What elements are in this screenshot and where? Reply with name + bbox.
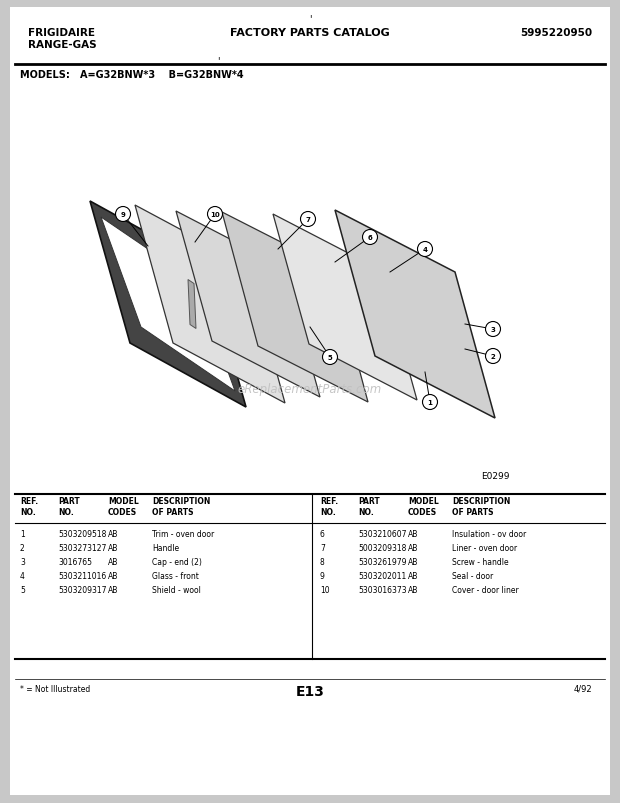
Text: MODELS:   A=G32BNW*3    B=G32BNW*4: MODELS: A=G32BNW*3 B=G32BNW*4 <box>20 70 244 80</box>
Text: 5303211016: 5303211016 <box>58 571 106 581</box>
Text: 6: 6 <box>368 234 373 241</box>
Text: Handle: Handle <box>152 544 179 552</box>
Text: 3: 3 <box>490 327 495 332</box>
Text: 7: 7 <box>320 544 325 552</box>
Text: AB: AB <box>108 544 118 552</box>
Circle shape <box>322 350 337 365</box>
Polygon shape <box>135 206 285 403</box>
Text: 5303016373: 5303016373 <box>358 585 407 594</box>
Text: AB: AB <box>408 529 419 538</box>
Text: AB: AB <box>108 529 118 538</box>
Text: AB: AB <box>108 557 118 566</box>
Text: 10: 10 <box>210 212 220 218</box>
Polygon shape <box>222 213 368 402</box>
Text: 7: 7 <box>306 217 311 222</box>
Text: 4: 4 <box>422 247 428 253</box>
Text: 8: 8 <box>320 557 325 566</box>
Text: MODEL
CODES: MODEL CODES <box>408 496 439 516</box>
Text: 2: 2 <box>20 544 25 552</box>
Text: 5303209317: 5303209317 <box>58 585 107 594</box>
Text: REF.
NO.: REF. NO. <box>20 496 38 516</box>
Text: 5303273127: 5303273127 <box>58 544 107 552</box>
Text: 5: 5 <box>20 585 25 594</box>
Text: AB: AB <box>408 544 419 552</box>
Text: 1: 1 <box>428 400 432 406</box>
Polygon shape <box>101 218 235 392</box>
Text: Trim - oven door: Trim - oven door <box>152 529 215 538</box>
Text: ': ' <box>309 14 311 24</box>
Circle shape <box>422 395 438 410</box>
Text: FACTORY PARTS CATALOG: FACTORY PARTS CATALOG <box>230 28 390 38</box>
Text: 4: 4 <box>20 571 25 581</box>
Text: AB: AB <box>408 571 419 581</box>
Polygon shape <box>176 212 320 397</box>
Text: RANGE-GAS: RANGE-GAS <box>28 40 97 50</box>
Text: 3016765: 3016765 <box>58 557 92 566</box>
Text: DESCRIPTION
OF PARTS: DESCRIPTION OF PARTS <box>452 496 510 516</box>
Text: PART
NO.: PART NO. <box>358 496 379 516</box>
Text: AB: AB <box>408 557 419 566</box>
Polygon shape <box>273 214 417 401</box>
Text: 9: 9 <box>120 212 125 218</box>
Polygon shape <box>188 280 196 329</box>
Text: 2: 2 <box>490 353 495 360</box>
Text: 6: 6 <box>320 529 325 538</box>
Text: eReplacementParts.com: eReplacementParts.com <box>238 383 382 396</box>
Text: Cap - end (2): Cap - end (2) <box>152 557 202 566</box>
Text: * = Not Illustrated: * = Not Illustrated <box>20 684 91 693</box>
Text: Glass - front: Glass - front <box>152 571 199 581</box>
Circle shape <box>417 243 433 257</box>
Text: Cover - door liner: Cover - door liner <box>452 585 519 594</box>
Text: Shield - wool: Shield - wool <box>152 585 201 594</box>
Text: REF.
NO.: REF. NO. <box>320 496 338 516</box>
Text: 9: 9 <box>320 571 325 581</box>
Text: 1: 1 <box>20 529 25 538</box>
Text: Liner - oven door: Liner - oven door <box>452 544 517 552</box>
Text: 4/92: 4/92 <box>574 684 592 693</box>
Text: Insulation - ov door: Insulation - ov door <box>452 529 526 538</box>
Text: Seal - door: Seal - door <box>452 571 494 581</box>
Text: AB: AB <box>108 571 118 581</box>
Text: 5303261979: 5303261979 <box>358 557 407 566</box>
Text: 3: 3 <box>20 557 25 566</box>
Text: FRIGIDAIRE: FRIGIDAIRE <box>28 28 95 38</box>
Text: E0299: E0299 <box>482 471 510 480</box>
Text: PART
NO.: PART NO. <box>58 496 80 516</box>
Circle shape <box>208 207 223 222</box>
Text: DESCRIPTION
OF PARTS: DESCRIPTION OF PARTS <box>152 496 210 516</box>
Text: 5003209318: 5003209318 <box>358 544 406 552</box>
Circle shape <box>485 349 500 364</box>
Polygon shape <box>335 210 495 418</box>
Text: ': ' <box>217 56 219 66</box>
Text: 5: 5 <box>327 355 332 361</box>
Text: Screw - handle: Screw - handle <box>452 557 508 566</box>
Text: AB: AB <box>108 585 118 594</box>
Circle shape <box>301 212 316 227</box>
Text: 5303202011: 5303202011 <box>358 571 406 581</box>
Text: 5303209518: 5303209518 <box>58 529 107 538</box>
Circle shape <box>115 207 130 222</box>
Text: MODEL
CODES: MODEL CODES <box>108 496 139 516</box>
Text: AB: AB <box>408 585 419 594</box>
Text: 5995220950: 5995220950 <box>520 28 592 38</box>
Text: 10: 10 <box>320 585 330 594</box>
Circle shape <box>363 230 378 245</box>
Text: E13: E13 <box>296 684 324 698</box>
Text: 5303210607: 5303210607 <box>358 529 407 538</box>
Polygon shape <box>90 202 246 407</box>
Circle shape <box>485 322 500 337</box>
